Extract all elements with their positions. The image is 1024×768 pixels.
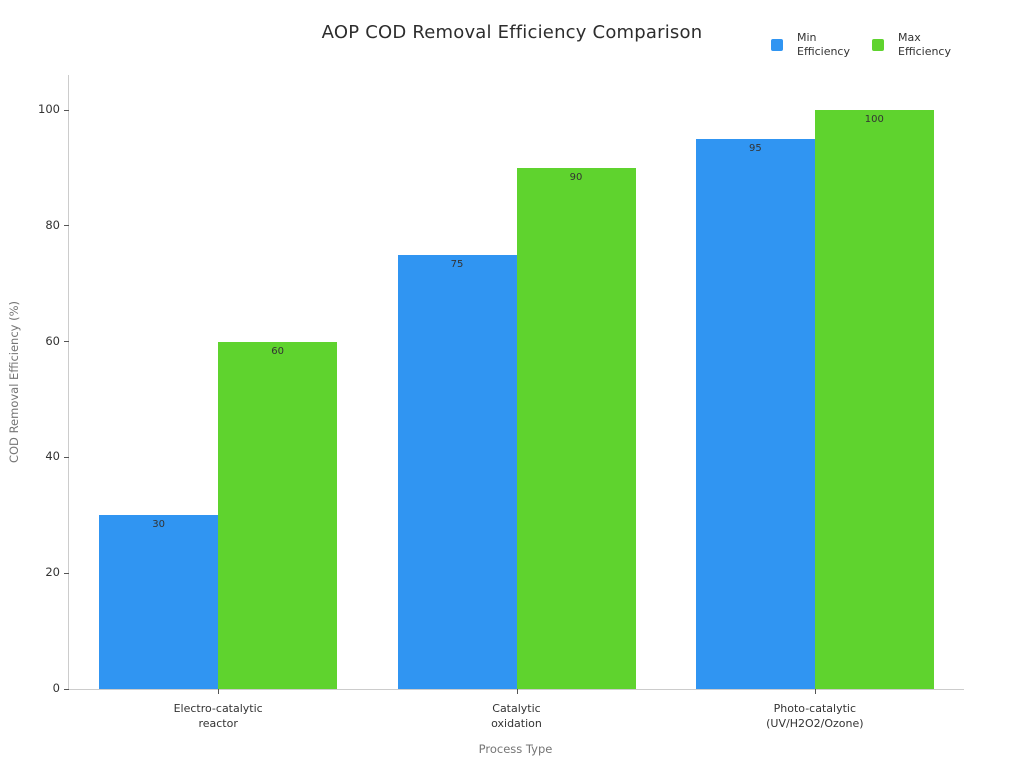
y-tick-label: 60 xyxy=(45,333,60,348)
x-category-label: Catalytic oxidation xyxy=(491,702,542,730)
x-tick-mark xyxy=(814,689,816,694)
y-tick-mark xyxy=(64,225,69,227)
legend-label-min: Min Efficiency xyxy=(797,31,850,58)
bar-min-efficiency: 75 xyxy=(397,254,517,689)
y-tick-mark xyxy=(64,109,69,111)
bar-min-efficiency: 95 xyxy=(695,138,815,689)
y-tick-mark xyxy=(64,572,69,574)
bar-max-efficiency: 90 xyxy=(516,167,636,689)
bar-value-label: 60 xyxy=(271,345,285,357)
x-category-label: Photo-catalytic (UV/H2O2/Ozone) xyxy=(766,702,864,730)
y-tick-label: 40 xyxy=(45,449,60,464)
bar-max-efficiency: 60 xyxy=(218,341,338,689)
legend-item-min-efficiency: Min Efficiency xyxy=(771,31,850,59)
y-tick-label: 100 xyxy=(38,102,60,116)
y-tick-label: 20 xyxy=(45,565,60,580)
y-tick-mark xyxy=(64,456,69,458)
x-tick-mark xyxy=(218,689,220,694)
y-tick-mark xyxy=(64,341,69,343)
bar-value-label: 100 xyxy=(864,114,884,125)
y-tick-label: 0 xyxy=(52,681,60,695)
legend-item-max-efficiency: Max Efficiency xyxy=(872,31,951,59)
bar-value-label: 95 xyxy=(748,142,762,154)
chart-title: AOP COD Removal Efficiency Comparison xyxy=(321,22,703,43)
x-category-label: Electro-catalytic reactor xyxy=(173,702,263,730)
x-axis-title: Process Type xyxy=(478,742,553,756)
bar-min-efficiency: 30 xyxy=(99,515,219,689)
legend: Min Efficiency Max Efficiency xyxy=(771,30,951,60)
legend-swatch-max-icon xyxy=(872,39,884,51)
y-tick-label: 80 xyxy=(45,217,60,232)
bar-value-label: 30 xyxy=(152,519,166,531)
y-axis-title: COD Removal Efficiency (%) xyxy=(7,300,21,464)
bar-value-label: 90 xyxy=(569,171,583,183)
bar-max-efficiency: 100 xyxy=(814,110,934,689)
y-tick-mark xyxy=(64,688,69,690)
legend-label-max: Max Efficiency xyxy=(898,31,951,58)
plot-area: 0 20 40 60 80 100 30 60 Electro-catalytic reacto… xyxy=(38,75,964,730)
bar-value-label: 75 xyxy=(450,258,464,270)
x-tick-mark xyxy=(516,689,518,694)
legend-swatch-min-icon xyxy=(771,39,783,51)
